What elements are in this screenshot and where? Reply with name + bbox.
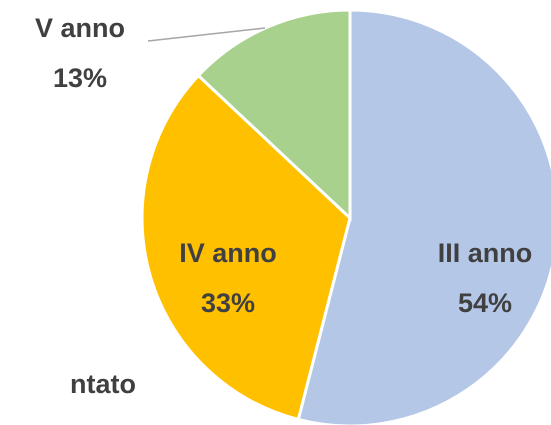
pie-slice: [140, 73, 352, 422]
annotation: ntato: [70, 369, 136, 399]
slice-value-label: 54%: [458, 288, 512, 318]
slice-label: V anno: [35, 13, 125, 43]
leader-line: [147, 27, 266, 42]
pie-slice: [196, 8, 352, 222]
pie-slice: [296, 8, 551, 425]
slice-value-label: 33%: [201, 288, 255, 318]
slice-value-label: 13%: [53, 63, 107, 93]
slice-label: IV anno: [179, 238, 277, 268]
slice-label: III anno: [438, 238, 533, 268]
